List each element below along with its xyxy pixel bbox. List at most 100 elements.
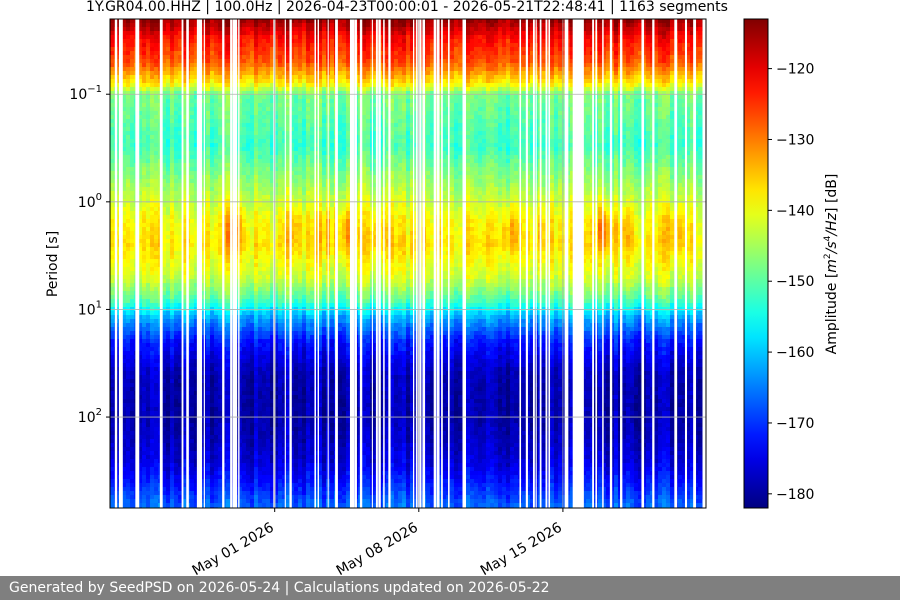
heatmap-cell bbox=[266, 475, 271, 480]
heatmap-cell bbox=[246, 331, 251, 336]
heatmap-cell bbox=[178, 375, 183, 380]
heatmap-cell bbox=[246, 363, 251, 368]
heatmap-cell bbox=[226, 351, 231, 356]
heatmap-cell bbox=[130, 391, 135, 396]
heatmap-cell bbox=[226, 383, 231, 388]
heatmap-cell bbox=[238, 139, 243, 144]
heatmap-cell bbox=[110, 455, 115, 460]
heatmap-cell bbox=[210, 459, 215, 464]
heatmap-cell bbox=[262, 283, 267, 288]
heatmap-cell bbox=[142, 459, 147, 464]
heatmap-cell bbox=[138, 435, 143, 440]
heatmap-cell bbox=[190, 327, 195, 332]
heatmap-cell bbox=[258, 207, 263, 212]
heatmap-cell bbox=[150, 355, 155, 360]
heatmap-cell bbox=[146, 315, 151, 320]
heatmap-cell bbox=[190, 187, 195, 192]
heatmap-cell bbox=[262, 243, 267, 248]
heatmap-cell bbox=[178, 135, 183, 140]
heatmap-cell bbox=[190, 367, 195, 372]
heatmap-cell bbox=[170, 427, 175, 432]
heatmap-cell bbox=[262, 251, 267, 256]
heatmap-cell bbox=[262, 91, 267, 96]
heatmap-cell bbox=[190, 447, 195, 452]
heatmap-cell bbox=[250, 363, 255, 368]
heatmap-cell bbox=[214, 135, 219, 140]
heatmap-cell bbox=[226, 271, 231, 276]
heatmap-cell bbox=[142, 23, 147, 28]
heatmap-cell bbox=[126, 247, 131, 252]
heatmap-cell bbox=[194, 27, 199, 32]
heatmap-cell bbox=[254, 471, 259, 476]
heatmap-cell bbox=[194, 467, 199, 472]
heatmap-cell bbox=[262, 407, 267, 412]
heatmap-cell bbox=[226, 283, 231, 288]
heatmap-cell bbox=[122, 335, 127, 340]
heatmap-cell bbox=[122, 407, 127, 412]
heatmap-cell bbox=[150, 387, 155, 392]
heatmap-column bbox=[146, 19, 151, 508]
heatmap-cell bbox=[166, 23, 171, 28]
heatmap-cell bbox=[206, 147, 211, 152]
heatmap-cell bbox=[110, 439, 115, 444]
heatmap-cell bbox=[174, 267, 179, 272]
heatmap-cell bbox=[130, 163, 135, 168]
heatmap-cell bbox=[154, 91, 159, 96]
heatmap-cell bbox=[206, 435, 211, 440]
heatmap-cell bbox=[142, 435, 147, 440]
heatmap-cell bbox=[190, 383, 195, 388]
heatmap-cell bbox=[238, 179, 243, 184]
heatmap-cell bbox=[254, 475, 259, 480]
heatmap-cell bbox=[178, 419, 183, 424]
heatmap-cell bbox=[142, 335, 147, 340]
heatmap-cell bbox=[178, 55, 183, 60]
heatmap-cell bbox=[194, 447, 199, 452]
heatmap-cell bbox=[178, 235, 183, 240]
heatmap-cell bbox=[206, 271, 211, 276]
heatmap-cell bbox=[138, 263, 143, 268]
heatmap-cell bbox=[174, 395, 179, 400]
heatmap-cell bbox=[170, 407, 175, 412]
heatmap-cell bbox=[138, 383, 143, 388]
heatmap-cell bbox=[262, 359, 267, 364]
heatmap-cell bbox=[174, 411, 179, 416]
heatmap-cell bbox=[122, 455, 127, 460]
heatmap-cell bbox=[154, 95, 159, 100]
heatmap-cell bbox=[218, 199, 223, 204]
heatmap-cell bbox=[218, 163, 223, 168]
heatmap-cell bbox=[138, 423, 143, 428]
heatmap-cell bbox=[194, 339, 199, 344]
heatmap-cell bbox=[150, 155, 155, 160]
heatmap-cell bbox=[154, 215, 159, 220]
heatmap-cell bbox=[178, 295, 183, 300]
heatmap-cell bbox=[238, 499, 243, 504]
heatmap-cell bbox=[210, 503, 215, 508]
heatmap-cell bbox=[174, 283, 179, 288]
heatmap-cell bbox=[214, 95, 219, 100]
heatmap-cell bbox=[210, 463, 215, 468]
heatmap-cell bbox=[270, 35, 275, 40]
heatmap-cell bbox=[250, 219, 255, 224]
heatmap-cell bbox=[122, 387, 127, 392]
heatmap-cell bbox=[122, 163, 127, 168]
heatmap-cell bbox=[166, 107, 171, 112]
heatmap-cell bbox=[226, 363, 231, 368]
heatmap-cell bbox=[190, 351, 195, 356]
heatmap-cell bbox=[182, 219, 187, 224]
heatmap-cell bbox=[170, 271, 175, 276]
heatmap-cell bbox=[138, 207, 143, 212]
heatmap-cell bbox=[262, 395, 267, 400]
heatmap-cell bbox=[246, 451, 251, 456]
heatmap-cell bbox=[206, 167, 211, 172]
heatmap-cell bbox=[162, 495, 167, 500]
heatmap-cell bbox=[110, 107, 115, 112]
heatmap-cell bbox=[142, 443, 147, 448]
heatmap-cell bbox=[146, 107, 151, 112]
heatmap-cell bbox=[206, 179, 211, 184]
heatmap-cell bbox=[162, 443, 167, 448]
heatmap-cell bbox=[242, 423, 247, 428]
heatmap-cell bbox=[226, 191, 231, 196]
heatmap-cell bbox=[182, 195, 187, 200]
heatmap-cell bbox=[166, 463, 171, 468]
heatmap-cell bbox=[130, 363, 135, 368]
